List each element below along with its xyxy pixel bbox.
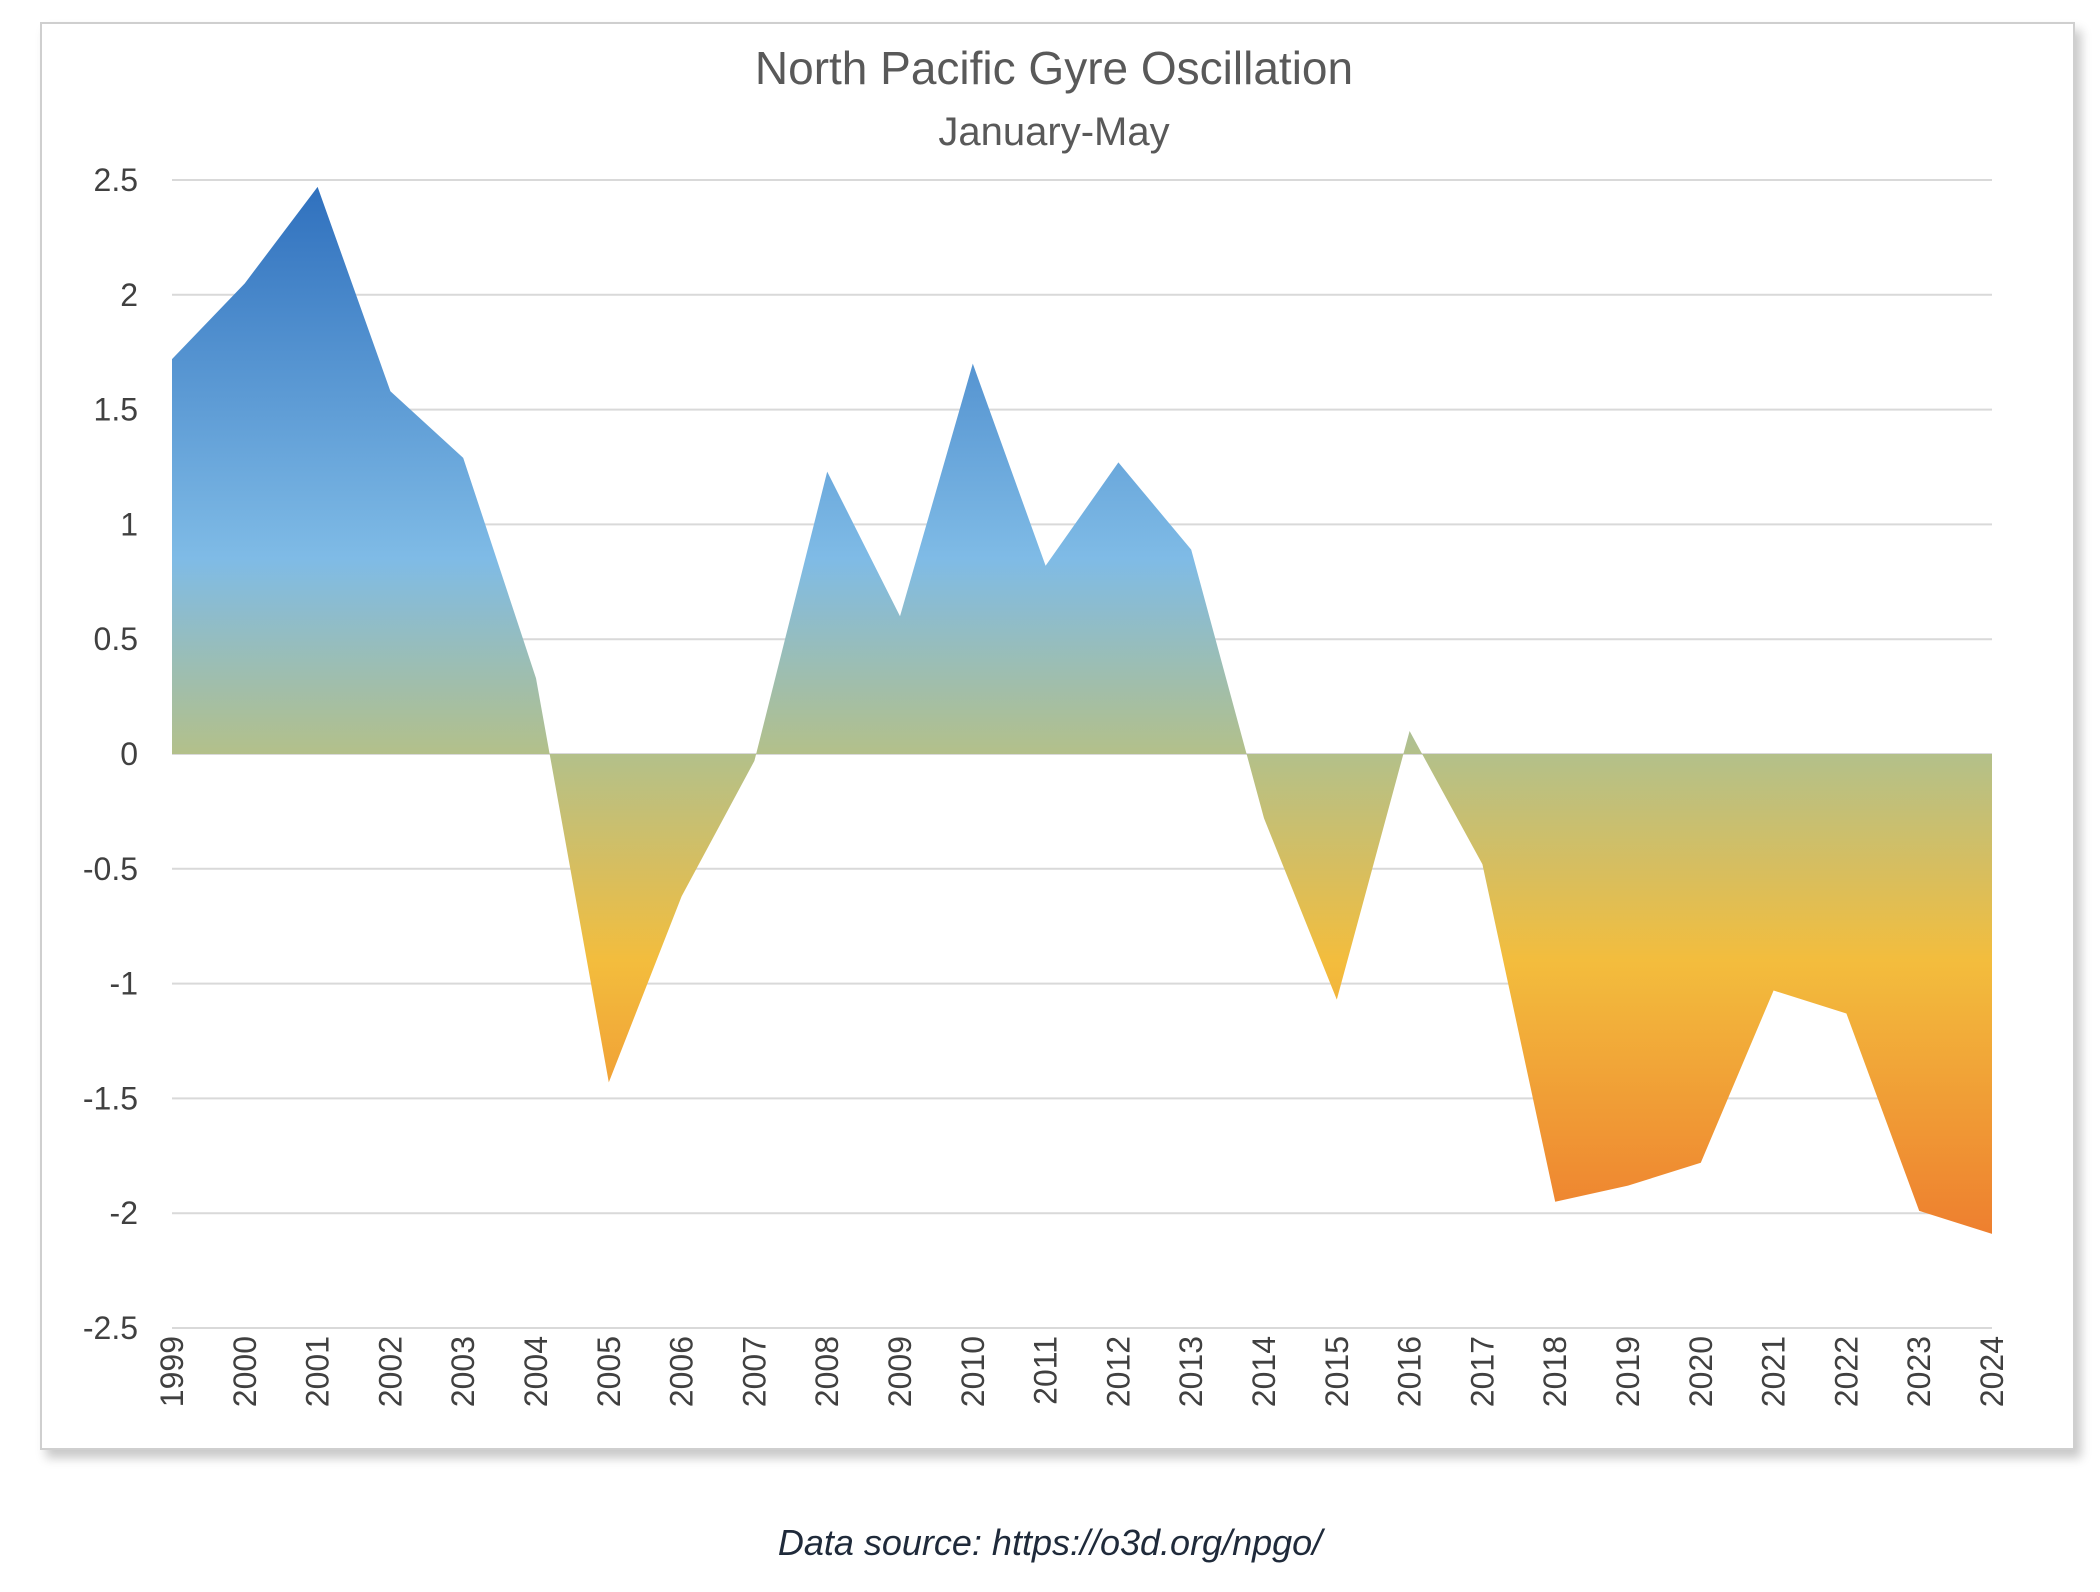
chart-title: North Pacific Gyre Oscillation — [755, 42, 1353, 94]
x-tick-label: 2014 — [1246, 1336, 1282, 1407]
x-tick-label: 2009 — [882, 1336, 918, 1407]
y-tick-label: 1.5 — [94, 392, 138, 428]
x-tick-label: 2019 — [1610, 1336, 1646, 1407]
x-tick-label: 2008 — [809, 1336, 845, 1407]
y-tick-label: -1.5 — [83, 1080, 138, 1116]
x-tick-label: 2000 — [227, 1336, 263, 1407]
x-tick-label: 2022 — [1828, 1336, 1864, 1407]
x-tick-label: 2023 — [1901, 1336, 1937, 1407]
data-area — [172, 186, 1992, 1234]
x-tick-label: 2015 — [1319, 1336, 1355, 1407]
y-tick-label: 2.5 — [94, 162, 138, 198]
x-tick-label: 2024 — [1974, 1336, 2010, 1407]
y-tick-label: -2.5 — [83, 1310, 138, 1346]
x-axis-ticks: 1999 2000 2001 2002 2003 2004 2005 2006 2007 2008… — [154, 1336, 2010, 1407]
npgo-area-series — [172, 186, 1992, 1234]
y-tick-label: -1 — [110, 966, 138, 1002]
x-tick-label: 2017 — [1464, 1336, 1500, 1407]
npgo-area-chart: North Pacific Gyre Oscillation January-M… — [83, 42, 2010, 1407]
y-tick-label: -0.5 — [83, 851, 138, 887]
x-tick-label: 2018 — [1537, 1336, 1573, 1407]
y-axis-ticks: 2.5 2 1.5 1 0.5 0 -0.5 -1 -1.5 -2 -2.5 — [83, 162, 138, 1346]
x-tick-label: 2007 — [736, 1336, 772, 1407]
y-tick-label: -2 — [110, 1195, 138, 1231]
x-tick-label: 2003 — [445, 1336, 481, 1407]
x-tick-label: 2011 — [1028, 1336, 1064, 1405]
x-tick-label: 1999 — [154, 1336, 190, 1407]
x-tick-label: 2006 — [664, 1336, 700, 1407]
data-source-note: Data source: https://o3d.org/npgo/ — [777, 1522, 1323, 1563]
x-tick-label: 2020 — [1683, 1336, 1719, 1407]
y-tick-label: 0 — [120, 736, 138, 772]
x-tick-label: 2012 — [1100, 1336, 1136, 1407]
x-tick-label: 2010 — [955, 1336, 991, 1407]
x-tick-label: 2016 — [1392, 1336, 1428, 1407]
x-tick-label: 2013 — [1173, 1336, 1209, 1407]
y-tick-label: 2 — [120, 277, 138, 313]
chart-frame: North Pacific Gyre Oscillation January-M… — [40, 22, 2075, 1450]
x-tick-label: 2001 — [300, 1336, 336, 1407]
chart-subtitle: January-May — [938, 110, 1169, 154]
x-tick-label: 2005 — [591, 1336, 627, 1407]
y-tick-label: 0.5 — [94, 621, 138, 657]
x-tick-label: 2004 — [518, 1336, 554, 1407]
y-tick-label: 1 — [120, 506, 138, 542]
x-tick-label: 2021 — [1756, 1336, 1792, 1407]
x-tick-label: 2002 — [372, 1336, 408, 1407]
